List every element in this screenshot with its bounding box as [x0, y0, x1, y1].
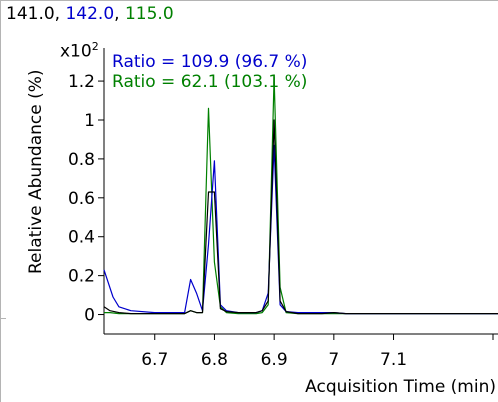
- x-tick-label: 6.9: [261, 350, 288, 370]
- frame-top-border: [0, 0, 498, 1]
- x-tick-label: 7: [328, 350, 339, 370]
- y-tick-label: 0.8: [68, 150, 95, 170]
- ratio-annotation: Ratio = 109.9 (96.7 %): [112, 52, 307, 72]
- series-line: [103, 119, 498, 315]
- header-ion-1: 141.0: [6, 4, 55, 24]
- y-tick-label: 1.2: [68, 72, 95, 92]
- x-tick-label: 7.1: [380, 350, 407, 370]
- y-multiplier: x102: [60, 40, 99, 62]
- x-axis-label: Acquisition Time (min): [305, 377, 496, 397]
- x-tick-label: 6.8: [201, 350, 228, 370]
- header-separator-1: ,: [54, 4, 66, 24]
- frame-left-border: [0, 0, 1, 402]
- frame-left-tick: [0, 318, 6, 319]
- x-tick-label: 6.7: [141, 350, 168, 370]
- y-multiplier-base: x10: [60, 41, 92, 62]
- series-line: [104, 76, 498, 315]
- header-separator-2: ,: [114, 4, 125, 24]
- header-ion-3: 115.0: [124, 4, 174, 24]
- chart-header: 141.0, 142.0, 115.0: [6, 4, 174, 24]
- ratio-annotation: Ratio = 62.1 (103.1 %): [112, 72, 307, 92]
- y-tick-label: 1: [84, 111, 95, 131]
- series-group: [103, 76, 498, 315]
- y-multiplier-exponent: 2: [91, 40, 99, 53]
- y-tick-label: 0.4: [68, 228, 95, 248]
- y-tick-label: 0.6: [68, 189, 95, 209]
- y-tick-label: 0: [84, 306, 95, 326]
- annotation-group: Ratio = 109.9 (96.7 %)Ratio = 62.1 (103.…: [112, 52, 307, 92]
- header-ion-2: 142.0: [65, 4, 115, 24]
- axes-group: 0 0.2 0.4 0.6 0.8 1 1.2 6.7 6.8 6.9 7 7.1: [68, 48, 498, 370]
- series-line: [103, 144, 498, 315]
- y-tick-label: 0.2: [68, 267, 95, 287]
